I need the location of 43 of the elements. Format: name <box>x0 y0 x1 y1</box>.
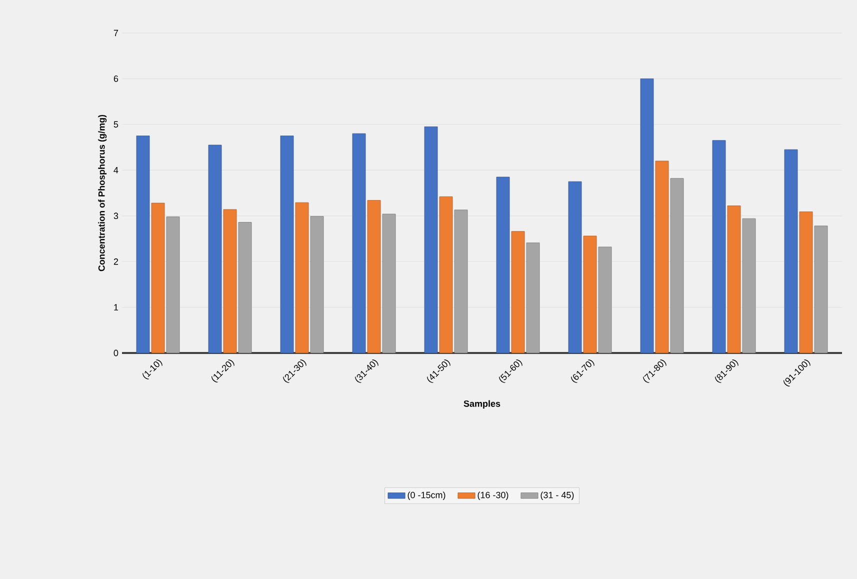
bar <box>784 149 798 354</box>
bar <box>742 218 756 354</box>
y-tick-label: 5 <box>114 121 118 128</box>
bar <box>151 202 165 354</box>
bar <box>712 140 726 354</box>
bar <box>367 200 381 354</box>
bar <box>526 242 540 354</box>
bar <box>280 136 294 354</box>
bar <box>310 216 324 354</box>
bar <box>727 206 741 354</box>
bar <box>424 126 438 354</box>
y-axis-title: Concentration of Phosphorus (g/mg) <box>98 114 107 272</box>
bar <box>670 178 684 354</box>
y-tick-label: 2 <box>114 258 118 265</box>
legend-label: (0 -15cm) <box>408 492 446 500</box>
bar <box>238 222 252 354</box>
bar <box>655 160 669 354</box>
bar <box>382 214 396 354</box>
bar <box>598 246 612 354</box>
bar <box>640 78 654 354</box>
y-tick-label: 4 <box>114 167 118 174</box>
bar <box>799 212 813 354</box>
x-axis-title: Samples <box>464 400 500 409</box>
bar <box>439 196 453 354</box>
bar <box>568 181 582 354</box>
y-tick-label: 0 <box>114 350 118 356</box>
bar <box>295 202 309 354</box>
y-tick-label: 1 <box>114 304 118 310</box>
bar <box>454 210 468 354</box>
legend-label: (31 - 45) <box>540 492 574 500</box>
y-tick-label: 3 <box>114 212 118 220</box>
bar <box>583 236 597 354</box>
bar <box>223 209 237 354</box>
bar <box>814 226 828 354</box>
bar <box>208 144 222 354</box>
bar <box>136 136 150 354</box>
bar <box>511 231 525 354</box>
y-tick-label: 7 <box>114 30 118 36</box>
bar <box>352 133 366 354</box>
legend-label: (16 -30) <box>478 492 508 500</box>
bar <box>496 176 510 354</box>
y-tick-label: 6 <box>114 76 118 82</box>
bar <box>166 216 180 354</box>
